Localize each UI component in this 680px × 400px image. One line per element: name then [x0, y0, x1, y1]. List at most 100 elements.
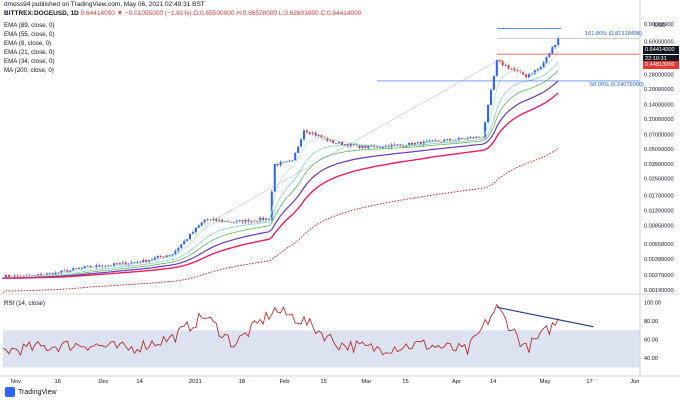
candle-body	[151, 259, 154, 261]
candle-body	[256, 221, 259, 223]
candle-body	[183, 240, 186, 245]
candle-body	[133, 262, 136, 264]
price-tick-label: 0.10000000	[644, 117, 674, 123]
price-tick-label: 0.00550000	[644, 242, 674, 248]
candle-body	[191, 232, 194, 234]
candle-body	[16, 275, 19, 277]
candle-body	[332, 139, 335, 144]
price-tick-label: 0.01700000	[644, 193, 674, 199]
candle-body	[501, 61, 504, 66]
candle-body	[262, 217, 265, 221]
time-tick-label: 18	[239, 379, 245, 385]
indicator-ema89[interactable]: EMA (89, close, 0)	[4, 22, 55, 29]
candle-body	[364, 145, 367, 149]
candle-body	[399, 144, 402, 146]
candle-body	[276, 163, 279, 166]
candle-body	[425, 141, 428, 143]
ema89-line	[2, 92, 559, 279]
candle-body	[288, 160, 291, 162]
price-pane	[1, 28, 640, 293]
time-tick-label: Mar	[361, 379, 371, 385]
candle-body	[492, 75, 495, 90]
candle-body	[443, 140, 446, 142]
ema34-line	[2, 70, 559, 279]
candle-body	[338, 141, 341, 144]
indicator-ma200[interactable]: MA (200, close, 0)	[4, 67, 54, 74]
time-tick-label: Nov	[11, 379, 21, 385]
candle-body	[162, 256, 165, 258]
candle-body	[63, 270, 66, 272]
candle-body	[457, 137, 460, 140]
candle-body	[352, 143, 355, 145]
time-tick-label: Feb	[280, 379, 290, 385]
candle-body	[554, 44, 557, 48]
candle-body	[434, 140, 437, 142]
candle-body	[203, 219, 206, 223]
candle-body	[86, 265, 89, 267]
candle-body	[498, 59, 501, 62]
candle-body	[487, 104, 490, 123]
rsi-line	[2, 303, 559, 357]
candle-body	[83, 266, 86, 268]
candle-body	[419, 142, 422, 145]
ohlc-values: 0.64414000 ▼ −0.01055000 (−1.61%) O:0.65…	[80, 10, 362, 17]
candle-body	[522, 71, 525, 75]
candle-body	[305, 130, 308, 133]
symbol-label[interactable]: BITTREX:DOGEUSD, 1D	[4, 10, 79, 17]
candle-body	[285, 161, 288, 163]
price-tick-label: 0.28000000	[644, 72, 674, 78]
candle-body	[489, 89, 492, 105]
rsi-label[interactable]: RSI (14, close)	[4, 300, 45, 307]
candle-body	[45, 273, 48, 275]
candle-body	[536, 68, 539, 71]
candle-body	[139, 262, 142, 264]
time-tick-label: 15	[402, 379, 408, 385]
price-tick-label: 0.00850000	[644, 223, 674, 229]
candle-body	[124, 262, 127, 265]
countdown-tag: 22:10:31	[643, 55, 679, 63]
candle-body	[504, 65, 507, 66]
candle-body	[224, 220, 227, 222]
candle-body	[411, 142, 414, 146]
price-tick-label: 0.00270000	[644, 273, 674, 279]
footer[interactable]: TradingView	[5, 387, 57, 397]
candle-body	[156, 256, 159, 258]
indicator-ema21[interactable]: EMA (21, close, 0)	[4, 49, 55, 56]
candle-body	[340, 141, 343, 146]
fib-lower-label: 50.00% (0.24076000)	[590, 82, 644, 88]
candle-body	[300, 139, 303, 147]
price-tick-label: 0.60000000	[644, 40, 674, 46]
candle-body	[373, 145, 376, 147]
candle-body	[95, 265, 98, 268]
candle-body	[31, 275, 34, 276]
candle-body	[422, 141, 425, 145]
ema8-line	[2, 50, 559, 279]
price-tick-label: 0.90000000	[644, 22, 674, 28]
price-unit-label: USD	[654, 23, 666, 29]
candle-body	[557, 38, 560, 45]
candle-body	[226, 220, 230, 222]
candle-body	[416, 142, 419, 144]
indicator-ema8[interactable]: EMA (8, close, 0)	[4, 40, 52, 47]
tradingview-logo-icon	[5, 387, 15, 397]
candle-body	[273, 163, 276, 192]
candle-body	[165, 255, 168, 258]
candle-body	[428, 140, 431, 142]
candle-body	[130, 262, 133, 264]
candle-body	[77, 268, 80, 269]
candle-body	[115, 263, 118, 265]
candle-body	[539, 67, 542, 69]
indicator-ema34[interactable]: EMA (34, close, 0)	[4, 58, 55, 65]
candle-body	[311, 133, 314, 134]
candle-body	[270, 191, 273, 220]
indicator-ema55[interactable]: EMA (55, close, 0)	[4, 31, 55, 38]
candle-body	[472, 137, 475, 139]
candle-body	[516, 69, 519, 71]
candle-body	[463, 138, 466, 140]
candle-body	[314, 133, 317, 136]
candle-body	[551, 47, 554, 54]
candle-body	[75, 268, 78, 270]
candle-body	[1, 278, 5, 280]
candle-body	[466, 137, 469, 140]
